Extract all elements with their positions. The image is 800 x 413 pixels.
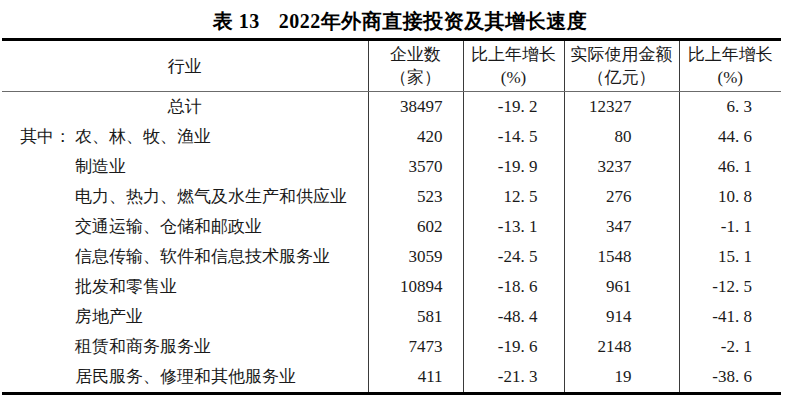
amount-growth-cell: -38. 6 bbox=[679, 362, 781, 394]
enterprises-count-cell: 411 bbox=[368, 362, 463, 394]
header-row: 行业 企业数 （家） 比上年增长 (%) 实际使用金额 （亿元） 比上年增长 (… bbox=[2, 40, 781, 92]
industry-cell: 居民服务、修理和其他服务业 bbox=[2, 362, 368, 394]
header-utilized-amount-line1: 实际使用金额 bbox=[565, 43, 679, 66]
industry-label: 制造业 bbox=[75, 157, 126, 176]
enterprises-growth-cell: 12. 5 bbox=[463, 182, 564, 212]
table-title-text: 2022年外商直接投资及其增长速度 bbox=[279, 10, 588, 32]
industry-label: 批发和零售业 bbox=[75, 277, 177, 296]
utilized-amount-cell: 276 bbox=[564, 182, 679, 212]
enterprises-growth-cell: -21. 3 bbox=[463, 362, 564, 394]
amount-growth-cell: -12. 5 bbox=[679, 272, 781, 302]
industry-cell: 房地产业 bbox=[2, 302, 368, 332]
table-row: 居民服务、修理和其他服务业 411-21. 319-38. 6 bbox=[2, 362, 781, 394]
header-amount-growth: 比上年增长 (%) bbox=[679, 40, 781, 92]
table-row: 其中：农、林、牧、渔业420-14. 58044. 6 bbox=[2, 122, 781, 152]
industry-label: 农、林、牧、渔业 bbox=[75, 127, 211, 146]
header-enterprises-count: 企业数 （家） bbox=[368, 40, 463, 92]
header-enterprises-line1: 企业数 bbox=[369, 43, 463, 66]
utilized-amount-cell: 80 bbox=[564, 122, 679, 152]
amount-growth-cell: 15. 1 bbox=[679, 242, 781, 272]
header-utilized-amount-unit: （亿元） bbox=[565, 66, 679, 89]
industry-label: 交通运输、仓储和邮政业 bbox=[75, 217, 262, 236]
table-row: 租赁和商务服务业 7473-19. 62148-2. 1 bbox=[2, 332, 781, 362]
table-row: 总计 38497-19. 2123276. 3 bbox=[2, 92, 781, 123]
enterprises-count-cell: 7473 bbox=[368, 332, 463, 362]
enterprises-count-cell: 3059 bbox=[368, 242, 463, 272]
header-industry: 行业 bbox=[2, 40, 368, 92]
header-enterprises-growth-line1: 比上年增长 bbox=[464, 43, 564, 66]
header-amount-growth-unit: (%) bbox=[680, 66, 782, 89]
amount-growth-cell: 6. 3 bbox=[679, 92, 781, 123]
utilized-amount-cell: 12327 bbox=[564, 92, 679, 123]
enterprises-growth-cell: -19. 2 bbox=[463, 92, 564, 123]
enterprises-growth-cell: -19. 6 bbox=[463, 332, 564, 362]
amount-growth-cell: -1. 1 bbox=[679, 212, 781, 242]
table-row: 批发和零售业 10894-18. 6961-12. 5 bbox=[2, 272, 781, 302]
industry-label: 租赁和商务服务业 bbox=[75, 337, 211, 356]
industry-cell: 电力、热力、燃气及水生产和供应业 bbox=[2, 182, 368, 212]
table-number: 表 13 bbox=[213, 10, 260, 32]
industry-cell: 交通运输、仓储和邮政业 bbox=[2, 212, 368, 242]
industry-cell: 批发和零售业 bbox=[2, 272, 368, 302]
header-enterprises-unit: （家） bbox=[369, 66, 463, 89]
amount-growth-cell: 46. 1 bbox=[679, 152, 781, 182]
table-body: 总计38497-19. 2123276. 3其中：农、林、牧、渔业420-14.… bbox=[2, 92, 781, 394]
table-header: 行业 企业数 （家） 比上年增长 (%) 实际使用金额 （亿元） 比上年增长 (… bbox=[2, 40, 781, 92]
enterprises-growth-cell: -48. 4 bbox=[463, 302, 564, 332]
utilized-amount-cell: 3237 bbox=[564, 152, 679, 182]
table-row: 房地产业 581-48. 4914-41. 8 bbox=[2, 302, 781, 332]
header-enterprises-growth: 比上年增长 (%) bbox=[463, 40, 564, 92]
enterprises-count-cell: 602 bbox=[368, 212, 463, 242]
industry-label: 信息传输、软件和信息技术服务业 bbox=[75, 247, 330, 266]
header-industry-label: 行业 bbox=[2, 55, 368, 78]
utilized-amount-cell: 2148 bbox=[564, 332, 679, 362]
document-page: 表 13 2022年外商直接投资及其增长速度 行业 企业数 （家） 比上年增长 (… bbox=[0, 0, 800, 413]
enterprises-growth-cell: -13. 1 bbox=[463, 212, 564, 242]
row-prefix: 其中： bbox=[20, 122, 75, 152]
enterprises-growth-cell: -14. 5 bbox=[463, 122, 564, 152]
header-enterprises-growth-unit: (%) bbox=[464, 66, 564, 89]
header-utilized-amount: 实际使用金额 （亿元） bbox=[564, 40, 679, 92]
table-title: 表 13 2022年外商直接投资及其增长速度 bbox=[0, 0, 800, 34]
industry-cell: 租赁和商务服务业 bbox=[2, 332, 368, 362]
enterprises-growth-cell: -24. 5 bbox=[463, 242, 564, 272]
enterprises-growth-cell: -18. 6 bbox=[463, 272, 564, 302]
industry-label: 居民服务、修理和其他服务业 bbox=[75, 367, 296, 386]
table-row: 制造业 3570-19. 9323746. 1 bbox=[2, 152, 781, 182]
industry-label: 总计 bbox=[168, 97, 202, 116]
amount-growth-cell: 44. 6 bbox=[679, 122, 781, 152]
industry-label: 电力、热力、燃气及水生产和供应业 bbox=[75, 187, 347, 206]
enterprises-count-cell: 10894 bbox=[368, 272, 463, 302]
industry-cell: 总计 bbox=[2, 92, 368, 123]
header-amount-growth-line1: 比上年增长 bbox=[680, 43, 782, 66]
fdi-table: 行业 企业数 （家） 比上年增长 (%) 实际使用金额 （亿元） 比上年增长 (… bbox=[2, 38, 781, 395]
enterprises-growth-cell: -19. 9 bbox=[463, 152, 564, 182]
table-row: 电力、热力、燃气及水生产和供应业 52312. 527610. 8 bbox=[2, 182, 781, 212]
industry-cell: 其中：农、林、牧、渔业 bbox=[2, 122, 368, 152]
enterprises-count-cell: 3570 bbox=[368, 152, 463, 182]
industry-cell: 信息传输、软件和信息技术服务业 bbox=[2, 242, 368, 272]
industry-cell: 制造业 bbox=[2, 152, 368, 182]
enterprises-count-cell: 581 bbox=[368, 302, 463, 332]
utilized-amount-cell: 1548 bbox=[564, 242, 679, 272]
utilized-amount-cell: 347 bbox=[564, 212, 679, 242]
industry-label: 房地产业 bbox=[75, 307, 143, 326]
utilized-amount-cell: 914 bbox=[564, 302, 679, 332]
enterprises-count-cell: 420 bbox=[368, 122, 463, 152]
amount-growth-cell: 10. 8 bbox=[679, 182, 781, 212]
enterprises-count-cell: 523 bbox=[368, 182, 463, 212]
amount-growth-cell: -41. 8 bbox=[679, 302, 781, 332]
amount-growth-cell: -2. 1 bbox=[679, 332, 781, 362]
table-row: 信息传输、软件和信息技术服务业 3059-24. 5154815. 1 bbox=[2, 242, 781, 272]
utilized-amount-cell: 961 bbox=[564, 272, 679, 302]
table-row: 交通运输、仓储和邮政业 602-13. 1347-1. 1 bbox=[2, 212, 781, 242]
utilized-amount-cell: 19 bbox=[564, 362, 679, 394]
enterprises-count-cell: 38497 bbox=[368, 92, 463, 123]
